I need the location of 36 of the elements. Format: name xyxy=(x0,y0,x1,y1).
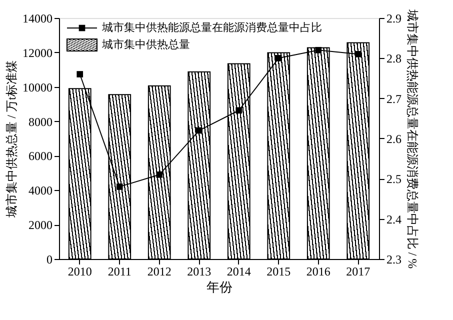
x-tick-label: 2012 xyxy=(147,264,172,278)
x-tick-label: 2016 xyxy=(306,264,330,278)
legend-label: 城市集中供热能源总量在能源消费总量中占比 xyxy=(101,21,322,34)
y-axis-title: 城市集中供热总量 / 万t标准煤 xyxy=(4,60,18,218)
point xyxy=(116,184,123,190)
y2-tick-label: 2.9 xyxy=(386,12,402,26)
y-tick-label: 10000 xyxy=(22,80,52,94)
legend-label: 城市集中供热总量 xyxy=(101,38,190,51)
y-tick-label: 4000 xyxy=(28,184,52,198)
x-tick-label: 2014 xyxy=(226,264,251,278)
x-tick-label: 2011 xyxy=(108,264,132,278)
point xyxy=(315,46,322,54)
x-tick-label: 2017 xyxy=(346,264,370,278)
y-tick-label: 12000 xyxy=(22,46,52,60)
point xyxy=(156,171,163,178)
point xyxy=(236,107,242,114)
y-tick-label: 0 xyxy=(46,252,52,266)
point xyxy=(196,127,202,134)
y2-tick-label: 2.3 xyxy=(386,252,402,266)
x-tick-label: 2013 xyxy=(187,264,212,278)
y2-tick-label: 2.5 xyxy=(386,172,402,186)
y2-tick-label: 2.7 xyxy=(386,92,402,106)
y2-axis-title: 城市集中供热能源总量在能源消费总量中占比 / % xyxy=(406,8,420,269)
x-tick-label: 2010 xyxy=(68,264,92,278)
point xyxy=(354,50,362,58)
y-tick-label: 8000 xyxy=(28,114,52,129)
y-tick-label: 14000 xyxy=(22,12,52,26)
y2-tick-label: 2.6 xyxy=(386,132,402,146)
x-tick-label: 2015 xyxy=(266,264,291,278)
x-axis-title: 年份 xyxy=(206,280,232,294)
point xyxy=(275,55,282,62)
y-tick-label: 2000 xyxy=(28,218,52,232)
y2-tick-label: 2.4 xyxy=(386,212,402,226)
y2-tick-label: 2.8 xyxy=(386,52,402,66)
point xyxy=(76,71,84,78)
y-tick-label: 6000 xyxy=(28,149,52,164)
